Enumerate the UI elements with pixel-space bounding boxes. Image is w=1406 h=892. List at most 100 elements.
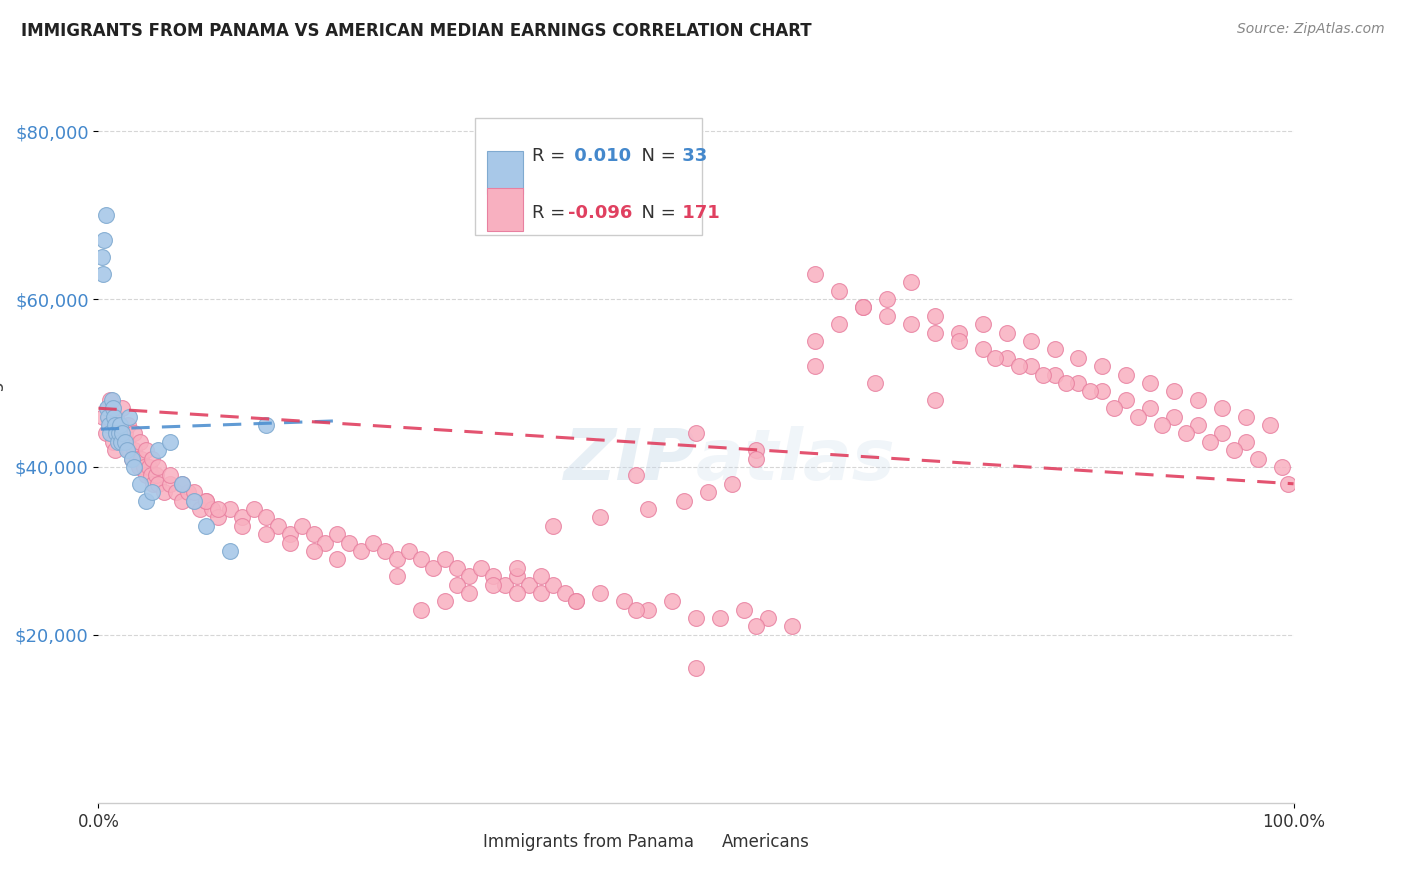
Point bbox=[972, 343, 994, 357]
Point bbox=[231, 510, 253, 524]
Point bbox=[446, 577, 468, 591]
Point bbox=[326, 552, 349, 566]
Point bbox=[1187, 392, 1209, 407]
Point bbox=[398, 544, 420, 558]
Point bbox=[139, 468, 162, 483]
Point bbox=[107, 426, 129, 441]
Point bbox=[900, 318, 922, 332]
Point bbox=[125, 451, 148, 466]
Point bbox=[1152, 417, 1174, 432]
Point bbox=[554, 586, 576, 600]
Point bbox=[1043, 343, 1066, 357]
Text: R =: R = bbox=[533, 146, 571, 164]
Point bbox=[411, 603, 433, 617]
Point bbox=[172, 476, 194, 491]
Point bbox=[411, 552, 433, 566]
Text: R =: R = bbox=[533, 203, 571, 221]
Point bbox=[219, 544, 242, 558]
FancyBboxPatch shape bbox=[475, 118, 702, 235]
Point bbox=[117, 417, 139, 432]
Point bbox=[124, 443, 146, 458]
Point bbox=[780, 619, 803, 633]
Point bbox=[350, 544, 373, 558]
Point bbox=[565, 594, 588, 608]
Point bbox=[326, 527, 349, 541]
Point bbox=[101, 401, 124, 416]
Point bbox=[135, 443, 157, 458]
Point bbox=[470, 560, 492, 574]
Point bbox=[98, 417, 121, 432]
Point bbox=[434, 552, 457, 566]
Point bbox=[131, 451, 153, 466]
Point bbox=[104, 443, 127, 458]
Point bbox=[995, 351, 1018, 365]
Point bbox=[108, 417, 131, 432]
Point bbox=[91, 409, 114, 424]
Point bbox=[159, 476, 181, 491]
Point bbox=[107, 434, 129, 449]
Point bbox=[118, 443, 141, 458]
Point bbox=[219, 502, 242, 516]
Point bbox=[1032, 368, 1054, 382]
Point bbox=[145, 468, 167, 483]
FancyBboxPatch shape bbox=[486, 188, 523, 231]
Point bbox=[98, 426, 122, 441]
Point bbox=[1199, 434, 1222, 449]
Point bbox=[108, 417, 131, 432]
Point bbox=[1211, 426, 1233, 441]
Point bbox=[1211, 401, 1233, 416]
Point bbox=[183, 493, 205, 508]
Point bbox=[626, 603, 648, 617]
Point bbox=[91, 267, 114, 281]
Text: Immigrants from Panama: Immigrants from Panama bbox=[484, 833, 695, 851]
Point bbox=[104, 417, 127, 432]
Point bbox=[141, 451, 163, 466]
Point bbox=[243, 502, 266, 516]
Point bbox=[1067, 351, 1090, 365]
Point bbox=[267, 518, 290, 533]
Point bbox=[804, 359, 827, 374]
Point bbox=[1258, 417, 1281, 432]
Point bbox=[541, 518, 564, 533]
Point bbox=[148, 460, 170, 475]
Text: N =: N = bbox=[630, 146, 682, 164]
Point bbox=[685, 611, 707, 625]
Point bbox=[385, 552, 409, 566]
Point bbox=[589, 586, 612, 600]
Point bbox=[446, 560, 468, 574]
Point bbox=[852, 301, 875, 315]
Point bbox=[315, 535, 337, 549]
Point bbox=[1091, 384, 1114, 399]
Point bbox=[745, 451, 768, 466]
Point bbox=[121, 451, 143, 466]
Point bbox=[97, 401, 120, 416]
Point bbox=[924, 309, 946, 323]
Point bbox=[142, 476, 165, 491]
Point bbox=[756, 611, 779, 625]
Point bbox=[96, 401, 118, 416]
Text: Americans: Americans bbox=[723, 833, 810, 851]
Point bbox=[207, 510, 229, 524]
Point bbox=[1115, 368, 1137, 382]
Point bbox=[506, 560, 529, 574]
Point bbox=[254, 527, 277, 541]
Point bbox=[148, 443, 170, 458]
Point bbox=[1056, 376, 1078, 390]
Point bbox=[745, 443, 768, 458]
Point bbox=[1043, 368, 1066, 382]
Point bbox=[1271, 460, 1294, 475]
Point bbox=[115, 434, 138, 449]
Point bbox=[924, 392, 946, 407]
Point bbox=[517, 577, 540, 591]
Text: IMMIGRANTS FROM PANAMA VS AMERICAN MEDIAN EARNINGS CORRELATION CHART: IMMIGRANTS FROM PANAMA VS AMERICAN MEDIA… bbox=[21, 22, 811, 40]
Point bbox=[637, 502, 659, 516]
Point bbox=[98, 417, 122, 432]
Point bbox=[995, 326, 1018, 340]
Text: N =: N = bbox=[630, 203, 682, 221]
Point bbox=[110, 434, 132, 449]
Point bbox=[637, 603, 659, 617]
Point bbox=[231, 518, 253, 533]
Point bbox=[745, 619, 768, 633]
Point bbox=[1277, 476, 1299, 491]
FancyBboxPatch shape bbox=[446, 831, 475, 853]
